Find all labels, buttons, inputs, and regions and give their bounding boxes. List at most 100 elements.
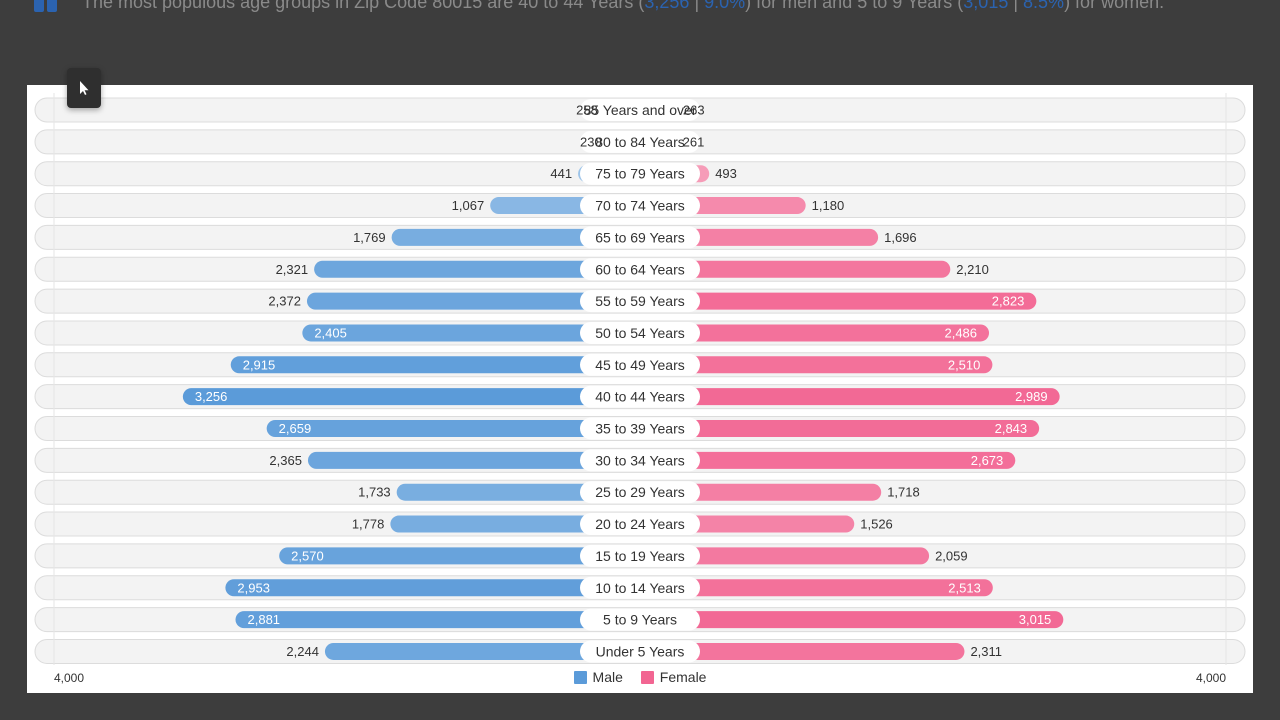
- summary-banner: The most populous age groups in Zip Code…: [0, 0, 1280, 18]
- legend-item-female[interactable]: Female: [640, 669, 706, 685]
- category-label-20-to-24-years: 20 to 24 Years: [595, 516, 685, 532]
- female-value-label-65-to-69-years: 1,696: [884, 230, 917, 245]
- category-pill: [580, 544, 700, 567]
- axis-right-max-label: 4,000: [1195, 671, 1226, 685]
- summary-male-count: 3,256: [644, 0, 690, 12]
- female-value-label-30-to-34-years: 2,673: [971, 453, 1004, 468]
- category-label-80-to-84-years: 80 to 84 Years: [595, 134, 685, 150]
- population-pyramid-chart: 85 Years and over 258 263 80 to 84 Years 230…: [27, 85, 1253, 693]
- female-value-label-45-to-49-years: 2,510: [948, 357, 981, 372]
- male-value-label-70-to-74-years: 1,067: [452, 198, 485, 213]
- female-value-label-80-to-84-years: 261: [683, 134, 705, 149]
- female-bar-60-to-64-years: [632, 260, 951, 278]
- female-value-label-40-to-44-years: 2,989: [1015, 389, 1048, 404]
- category-pill: [580, 290, 700, 313]
- female-bar-30-to-34-years: [632, 451, 1016, 469]
- category-pill: [580, 608, 700, 631]
- category-label-30-to-34-years: 30 to 34 Years: [595, 452, 685, 468]
- summary-middle: ) for men and 5 to 9 Years (: [745, 0, 964, 12]
- male-value-label-85-years-and-over: 258: [576, 103, 598, 118]
- row-5-to-9-years: 5 to 9 Years 2,881 3,015: [34, 607, 1246, 633]
- male-value-label-65-to-69-years: 1,769: [353, 230, 386, 245]
- female-bar-40-to-44-years: [632, 388, 1060, 406]
- summary-female-percent: 8.5%: [1023, 0, 1065, 12]
- category-pill: [580, 258, 700, 281]
- category-pill: [580, 640, 700, 663]
- female-value-label-35-to-39-years: 2,843: [995, 421, 1028, 436]
- category-pill: [580, 194, 700, 217]
- row-25-to-29-years: 25 to 29 Years 1,733 1,718: [34, 479, 1246, 505]
- category-label-85-years-and-over: 85 Years and over: [584, 102, 697, 118]
- female-value-label-10-to-14-years: 2,513: [948, 580, 981, 595]
- legend-item-male[interactable]: Male: [573, 669, 623, 685]
- female-value-label-5-to-9-years: 3,015: [1019, 612, 1052, 627]
- male-bar-5-to-9-years: [235, 611, 648, 629]
- legend-swatch-female: [640, 670, 654, 684]
- female-value-label-15-to-19-years: 2,059: [935, 548, 968, 563]
- category-label-25-to-29-years: 25 to 29 Years: [595, 484, 685, 500]
- female-bar-35-to-39-years: [632, 420, 1040, 437]
- category-label-5-to-9-years: 5 to 9 Years: [603, 612, 677, 628]
- male-bar-15-to-19-years: [279, 547, 648, 565]
- male-value-label-55-to-59-years: 2,372: [268, 294, 301, 309]
- category-pill: [580, 99, 700, 121]
- category-label-70-to-74-years: 70 to 74 Years: [595, 198, 685, 214]
- female-value-label-70-to-74-years: 1,180: [812, 198, 845, 213]
- legend-label-male: Male: [592, 669, 623, 685]
- category-label-60-to-64-years: 60 to 64 Years: [595, 261, 685, 277]
- pointer-tool-button[interactable]: [67, 68, 101, 108]
- female-value-label-60-to-64-years: 2,210: [956, 262, 989, 277]
- male-value-label-5-to-9-years: 2,881: [248, 612, 281, 627]
- female-value-label-50-to-54-years: 2,486: [944, 325, 977, 340]
- summary-male-percent: 9.0%: [704, 0, 746, 12]
- male-value-label-10-to-14-years: 2,953: [237, 580, 270, 595]
- female-bar-55-to-59-years: [632, 292, 1037, 310]
- male-bar-10-to-14-years: [225, 579, 648, 597]
- male-value-label-75-to-79-years: 441: [550, 166, 572, 181]
- male-value-label-45-to-49-years: 2,915: [243, 357, 276, 372]
- category-label-under-5-years: Under 5 Years: [596, 643, 685, 659]
- summary-text: The most populous age groups in Zip Code…: [82, 0, 1164, 13]
- category-label-15-to-19-years: 15 to 19 Years: [595, 548, 685, 564]
- row-75-to-79-years: 75 to 79 Years 441 493: [34, 161, 1246, 187]
- male-bar-50-to-54-years: [302, 324, 648, 342]
- summary-separator: |: [1008, 0, 1024, 12]
- row-70-to-74-years: 70 to 74 Years 1,067 1,180: [34, 193, 1246, 219]
- legend-swatch-male: [573, 670, 587, 684]
- female-value-label-75-to-79-years: 493: [715, 166, 737, 181]
- male-value-label-80-to-84-years: 230: [580, 134, 602, 149]
- quote-icon: [34, 0, 57, 12]
- category-label-55-to-59-years: 55 to 59 Years: [595, 293, 685, 309]
- male-bar-40-to-44-years: [182, 388, 648, 406]
- category-pill: [580, 353, 700, 376]
- category-pill: [580, 162, 700, 185]
- category-pill: [580, 130, 700, 153]
- female-bar-5-to-9-years: [632, 611, 1064, 629]
- male-value-label-40-to-44-years: 3,256: [195, 389, 228, 404]
- row-10-to-14-years: 10 to 14 Years 2,953 2,513: [34, 575, 1246, 601]
- male-value-label-30-to-34-years: 2,365: [269, 453, 302, 468]
- male-value-label-60-to-64-years: 2,321: [276, 262, 309, 277]
- summary-female-count: 3,015: [963, 0, 1009, 12]
- category-pill: [580, 385, 700, 408]
- male-value-label-20-to-24-years: 1,778: [352, 517, 385, 532]
- category-pill: [580, 513, 700, 536]
- female-value-label-55-to-59-years: 2,823: [992, 294, 1025, 309]
- female-bar-50-to-54-years: [632, 324, 990, 342]
- female-value-label-25-to-29-years: 1,718: [887, 485, 920, 500]
- row-65-to-69-years: 65 to 69 Years 1,769 1,696: [34, 224, 1246, 250]
- male-value-label-50-to-54-years: 2,405: [314, 325, 347, 340]
- category-label-50-to-54-years: 50 to 54 Years: [595, 325, 685, 341]
- male-bar-45-to-49-years: [230, 356, 648, 374]
- summary-separator: |: [689, 0, 705, 12]
- category-pill: [580, 417, 700, 440]
- female-bar-45-to-49-years: [632, 356, 993, 374]
- category-label-35-to-39-years: 35 to 39 Years: [595, 421, 685, 437]
- category-label-10-to-14-years: 10 to 14 Years: [595, 580, 685, 596]
- row-45-to-49-years: 45 to 49 Years 2,915 2,510: [34, 352, 1246, 378]
- male-value-label-under-5-years: 2,244: [286, 644, 319, 659]
- category-label-75-to-79-years: 75 to 79 Years: [595, 166, 685, 182]
- row-50-to-54-years: 50 to 54 Years 2,405 2,486: [34, 320, 1246, 346]
